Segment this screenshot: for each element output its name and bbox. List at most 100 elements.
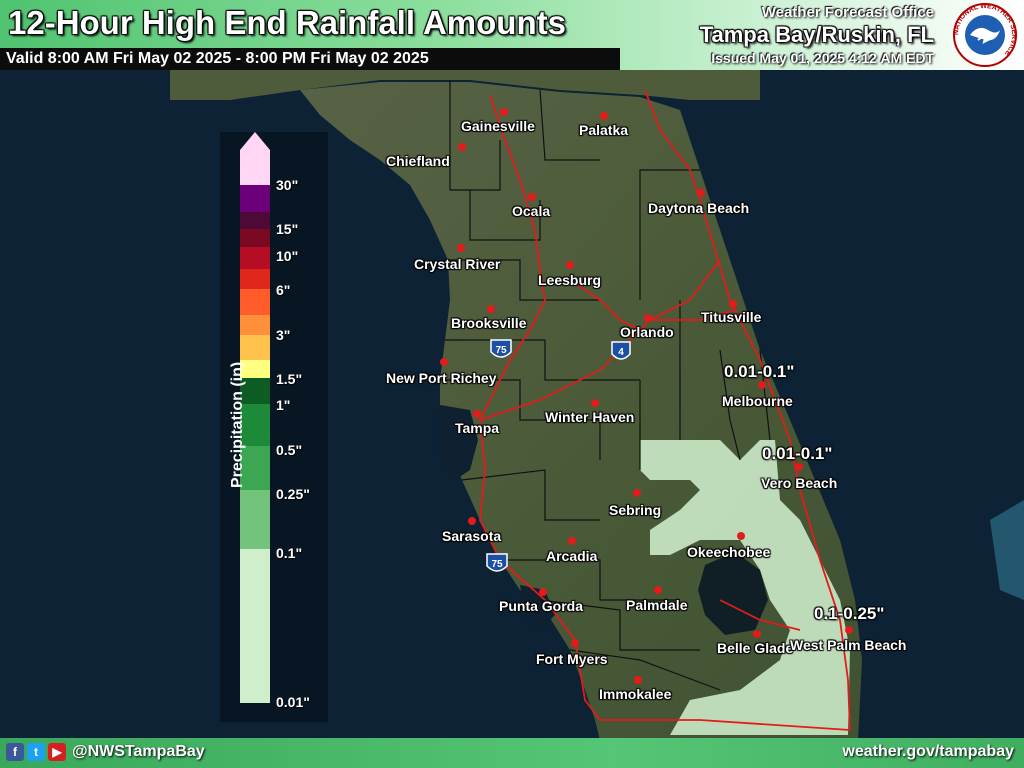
issued-time: Issued May 01, 2025 4:12 AM EDT [711, 50, 934, 66]
city-marker-icon [568, 537, 576, 545]
light-rain-area [640, 440, 850, 735]
interstate-4-shield: 4 [611, 341, 631, 360]
city-marker-icon [729, 300, 737, 308]
legend-label: 0.5" [276, 442, 303, 458]
legend-swatch [240, 490, 270, 549]
city-label: Immokalee [599, 686, 672, 702]
city-marker-icon [458, 143, 466, 151]
legend-label: 15" [276, 221, 299, 237]
highway-label: 4 [618, 347, 624, 358]
legend-swatch [240, 185, 270, 212]
social-icons: f t ▶ [6, 743, 66, 763]
legend-swatch [240, 315, 270, 335]
legend-label: 10" [276, 248, 299, 264]
city-marker-icon [633, 489, 641, 497]
nws-logo-icon: NATIONAL WEATHER SERVICE [953, 3, 1017, 67]
legend-swatch [240, 269, 270, 289]
page-title: 12-Hour High End Rainfall Amounts [8, 4, 566, 41]
city-marker-icon [758, 381, 766, 389]
legend-arrow-icon [240, 132, 270, 150]
legend-swatch [240, 404, 270, 446]
city-label: Gainesville [461, 118, 535, 134]
city-label: Palatka [579, 122, 629, 138]
city-marker-icon [468, 517, 476, 525]
city-label: Crystal River [414, 256, 501, 272]
city-label: Palmdale [626, 597, 688, 613]
legend-swatch [240, 360, 270, 378]
city-label: Vero Beach [761, 475, 838, 491]
legend-label: 0.01" [276, 694, 310, 710]
legend-label: 30" [276, 177, 299, 193]
city-label: Sebring [609, 502, 662, 518]
interstate-75-shield-north: 75 [490, 339, 512, 358]
city-label: Titusville [701, 309, 762, 325]
city-marker-icon [473, 410, 481, 418]
footer-bar: f t ▶ @NWSTampaBay weather.gov/tampabay [0, 738, 1024, 768]
legend-label: 0.25" [276, 486, 310, 502]
amount-label: 0.01-0.1" [724, 362, 795, 381]
youtube-icon[interactable]: ▶ [48, 743, 66, 761]
legend-swatch [240, 150, 270, 185]
georgia-land [170, 70, 760, 100]
highway-label: 75 [491, 559, 503, 570]
tampa-bay [438, 405, 478, 480]
legend-swatch [240, 289, 270, 315]
city-marker-icon [440, 358, 448, 366]
city-marker-icon [737, 532, 745, 540]
legend-swatch [240, 212, 270, 229]
facebook-icon[interactable]: f [6, 743, 24, 761]
city-label: Winter Haven [545, 409, 635, 425]
city-marker-icon [753, 630, 761, 638]
city-marker-icon [487, 305, 495, 313]
city-label: West Palm Beach [790, 637, 907, 653]
twitter-icon[interactable]: t [27, 743, 45, 761]
city-marker-icon [566, 261, 574, 269]
city-marker-icon [644, 314, 652, 322]
city-label: Arcadia [546, 548, 598, 564]
legend-swatch [240, 378, 270, 404]
bahamas-shoal [990, 500, 1024, 600]
legend-swatch [240, 335, 270, 360]
legend-swatch [240, 446, 270, 490]
legend-panel [220, 132, 328, 722]
wfo-label: Weather Forecast Office [761, 4, 934, 21]
interstate-75-shield-south: 75 [486, 553, 508, 572]
valid-period: Valid 8:00 AM Fri May 02 2025 - 8:00 PM … [0, 48, 620, 70]
website-link[interactable]: weather.gov/tampabay [842, 743, 1014, 760]
highway-label: 75 [495, 345, 507, 356]
city-label: Sarasota [442, 528, 502, 544]
social-handle[interactable]: @NWSTampaBay [72, 743, 205, 760]
wfo-name: Tampa Bay/Ruskin, FL [699, 22, 934, 47]
city-label: Brooksville [451, 315, 527, 331]
city-marker-icon [654, 586, 662, 594]
city-label: Daytona Beach [648, 200, 750, 216]
highways [479, 89, 851, 731]
legend-swatch [240, 229, 270, 247]
city-marker-icon [528, 193, 536, 201]
city-marker-icon [571, 639, 579, 647]
city-label: Belle Glade [717, 640, 794, 656]
city-marker-icon [500, 108, 508, 116]
legend-swatch [240, 247, 270, 269]
city-label: Tampa [455, 420, 500, 436]
city-label: New Port Richey [386, 370, 497, 386]
legend-title: Precipitation (in) [229, 361, 246, 488]
city-marker-icon [795, 463, 803, 471]
city-marker-icon [591, 399, 599, 407]
charlotte-harbor [520, 585, 555, 630]
legend-label: 0.1" [276, 545, 303, 561]
county-lines [440, 80, 771, 691]
amount-label: 0.1-0.25" [814, 604, 885, 623]
city-label: Punta Gorda [499, 598, 584, 614]
legend-label: 1.5" [276, 371, 303, 387]
header-bar: 12-Hour High End Rainfall Amounts Valid … [0, 0, 1024, 70]
city-marker-icon [600, 112, 608, 120]
city-label: Melbourne [722, 393, 793, 409]
legend-label: 6" [276, 282, 291, 298]
city-label: Okeechobee [687, 544, 771, 560]
city-marker-icon [634, 676, 642, 684]
legend-swatch [240, 549, 270, 703]
city-marker-icon [457, 244, 465, 252]
city-label: Fort Myers [536, 651, 608, 667]
